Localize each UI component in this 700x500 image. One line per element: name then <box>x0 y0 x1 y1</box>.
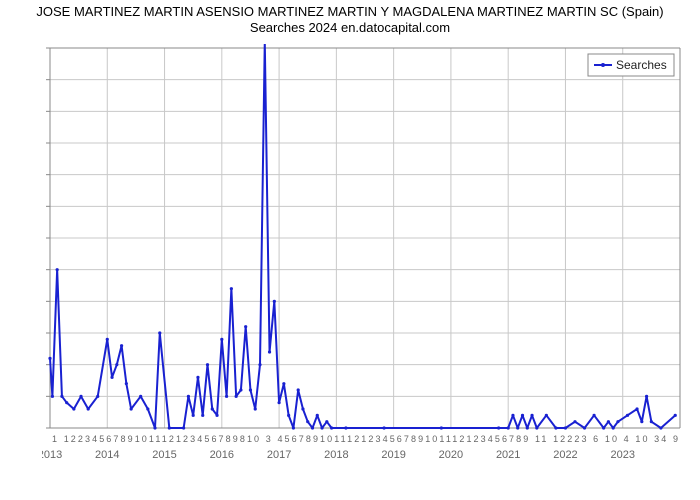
data-point <box>650 420 653 423</box>
data-point <box>125 382 128 385</box>
data-point <box>258 363 261 366</box>
data-point <box>225 395 228 398</box>
data-point <box>320 426 323 429</box>
data-point <box>330 426 333 429</box>
x-year-label: 2021 <box>496 449 520 461</box>
data-point <box>249 388 252 391</box>
data-point <box>573 420 576 423</box>
data-point <box>201 414 204 417</box>
data-point <box>301 407 304 410</box>
line-chart: 0510152025303540455055602013201420152016… <box>42 44 690 444</box>
chart-title-line1: JOSE MARTINEZ MARTIN ASENSIO MARTINEZ MA… <box>0 4 700 20</box>
x-year-label: 2017 <box>267 449 291 461</box>
data-point <box>239 388 242 391</box>
data-point <box>297 388 300 391</box>
data-point <box>244 325 247 328</box>
data-point <box>511 414 514 417</box>
x-year-label: 2020 <box>439 449 463 461</box>
data-point <box>635 407 638 410</box>
data-point <box>115 363 118 366</box>
data-point <box>206 363 209 366</box>
data-point <box>344 426 347 429</box>
data-point <box>168 426 171 429</box>
data-point <box>612 426 615 429</box>
data-point <box>56 268 59 271</box>
data-point <box>87 407 90 410</box>
data-point <box>273 300 276 303</box>
data-point <box>521 414 524 417</box>
data-point <box>60 395 63 398</box>
data-point <box>282 382 285 385</box>
data-point <box>139 395 142 398</box>
data-point <box>235 395 238 398</box>
x-year-label: 2022 <box>553 449 577 461</box>
data-point <box>526 426 529 429</box>
data-point <box>306 420 309 423</box>
data-point <box>120 344 123 347</box>
data-point <box>96 395 99 398</box>
series-line <box>50 44 675 428</box>
data-point <box>153 426 156 429</box>
data-point <box>277 401 280 404</box>
data-point <box>507 426 510 429</box>
data-point <box>530 414 533 417</box>
data-point <box>146 407 149 410</box>
data-point <box>545 414 548 417</box>
data-point <box>51 395 54 398</box>
x-year-label: 2023 <box>610 449 634 461</box>
data-point <box>516 426 519 429</box>
data-point <box>220 338 223 341</box>
data-point <box>554 426 557 429</box>
x-year-label: 2015 <box>152 449 176 461</box>
data-point <box>79 395 82 398</box>
x-year-label: 2016 <box>210 449 234 461</box>
data-point <box>254 407 257 410</box>
data-point <box>196 376 199 379</box>
x-year-label: 2019 <box>381 449 405 461</box>
data-point <box>640 420 643 423</box>
data-point <box>192 414 195 417</box>
data-point <box>440 426 443 429</box>
data-point <box>659 426 662 429</box>
data-point <box>616 420 619 423</box>
x-year-label: 2014 <box>95 449 119 461</box>
data-point <box>230 287 233 290</box>
data-point <box>674 414 677 417</box>
data-point <box>382 426 385 429</box>
data-point <box>564 426 567 429</box>
data-point <box>268 350 271 353</box>
data-point <box>48 357 51 360</box>
data-point <box>106 338 109 341</box>
x-year-label: 2018 <box>324 449 348 461</box>
data-point <box>215 414 218 417</box>
x-year-label: 2013 <box>42 449 62 461</box>
data-point <box>311 426 314 429</box>
x-month-labels: 1 1223456789101112123456789810 3 4567891… <box>52 434 678 444</box>
data-point <box>65 401 68 404</box>
data-point <box>110 376 113 379</box>
data-point <box>130 407 133 410</box>
data-point <box>182 426 185 429</box>
data-point <box>645 395 648 398</box>
data-point <box>602 426 605 429</box>
data-point <box>292 426 295 429</box>
data-point <box>287 414 290 417</box>
chart-title-line2: Searches 2024 en.datocapital.com <box>0 20 700 36</box>
data-point <box>211 407 214 410</box>
data-point <box>535 426 538 429</box>
data-point <box>72 407 75 410</box>
data-point <box>592 414 595 417</box>
data-point <box>583 426 586 429</box>
data-point <box>158 331 161 334</box>
legend-label: Searches <box>616 58 667 72</box>
data-point <box>325 420 328 423</box>
data-point <box>497 426 500 429</box>
data-point <box>607 420 610 423</box>
data-point <box>626 414 629 417</box>
data-point <box>187 395 190 398</box>
data-point <box>316 414 319 417</box>
